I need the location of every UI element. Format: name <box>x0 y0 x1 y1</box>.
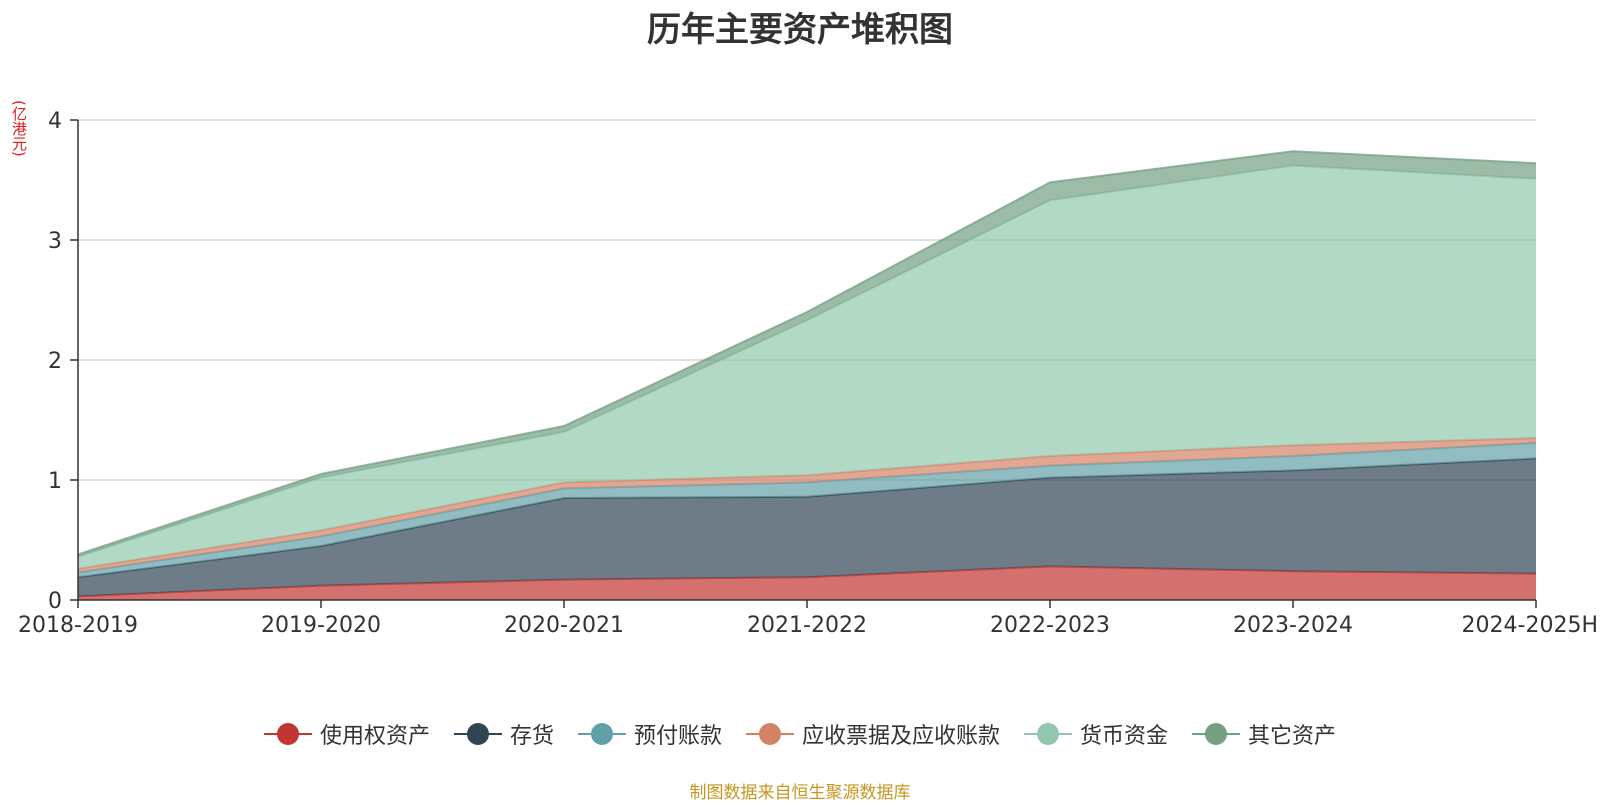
y-tick-label: 2 <box>48 349 62 374</box>
y-axis-unit-label: (亿港元) <box>10 100 28 157</box>
chart-title: 历年主要资产堆积图 <box>647 10 953 50</box>
area-series-1 <box>78 458 1536 597</box>
legend-label: 其它资产 <box>1248 724 1337 749</box>
y-tick-label: 3 <box>48 229 62 254</box>
legend-label: 存货 <box>509 724 554 749</box>
legend-swatch-icon <box>1192 721 1241 747</box>
x-tick-label: 2022-2023 <box>990 613 1110 638</box>
x-tick-label: 2023-2024 <box>1233 613 1353 638</box>
legend-label: 货币资金 <box>1080 724 1169 749</box>
legend-swatch-icon <box>746 721 794 747</box>
legend-label: 预付账款 <box>633 724 722 749</box>
legend-swatch-icon <box>453 721 502 747</box>
area-series-4 <box>78 165 1536 569</box>
area-line-series-5 <box>77 150 1537 556</box>
legend-item-5[interactable]: 其它资产 <box>1192 718 1336 750</box>
legend-item-0[interactable]: 使用权资产 <box>263 718 430 750</box>
x-tick-label: 2019-2020 <box>261 613 381 638</box>
x-tick-label: 2018-2019 <box>18 613 138 638</box>
legend-item-1[interactable]: 存货 <box>453 718 554 750</box>
area-series-2 <box>78 442 1536 578</box>
x-tick-label: 2021-2022 <box>747 613 867 638</box>
legend-label: 使用权资产 <box>319 724 430 749</box>
legend-swatch-icon <box>1024 721 1073 747</box>
area-series-0 <box>78 566 1536 600</box>
y-tick-label: 4 <box>48 109 62 134</box>
legend-label: 应收票据及应收账款 <box>802 724 1001 749</box>
y-tick-label: 0 <box>48 589 62 614</box>
legend-swatch-icon <box>577 721 626 747</box>
data-source-note: 制图数据来自恒生聚源数据库 <box>689 783 911 803</box>
x-tick-label: 2024-2025H <box>1462 613 1598 638</box>
legend-item-4[interactable]: 货币资金 <box>1024 718 1168 750</box>
y-tick-label: 1 <box>48 469 62 494</box>
legend-swatch-icon <box>263 721 312 747</box>
legend-item-3[interactable]: 应收票据及应收账款 <box>746 718 1000 750</box>
x-tick-label: 2020-2021 <box>504 613 624 638</box>
legend: 使用权资产 存货 预付账款 应收票据及应收账款 货币资金 其它资产 <box>0 718 1600 750</box>
legend-item-2[interactable]: 预付账款 <box>577 718 722 750</box>
